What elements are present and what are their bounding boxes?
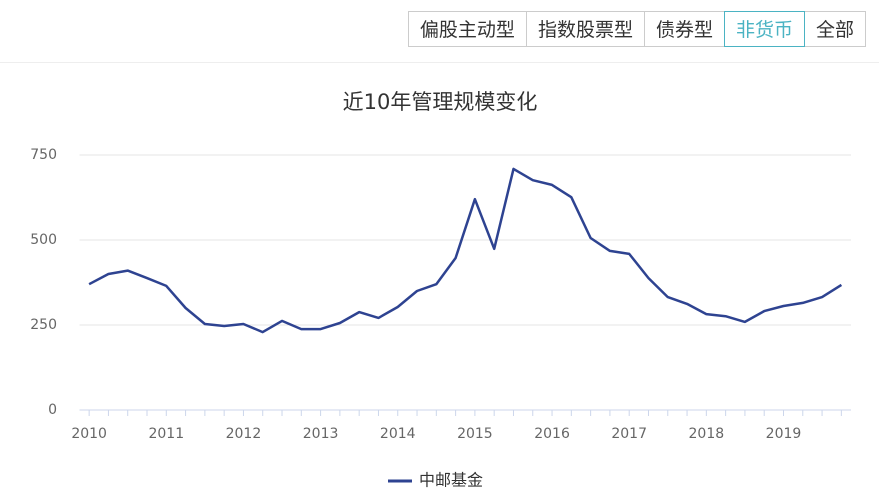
y-tick-label: 250 xyxy=(30,317,57,333)
x-tick-label: 2013 xyxy=(303,426,339,442)
tab[interactable]: 债券型 xyxy=(643,11,725,47)
x-tick-label: 2016 xyxy=(534,426,570,442)
x-tick-label: 2019 xyxy=(766,426,802,442)
line xyxy=(88,167,843,334)
x-tick-label: 2011 xyxy=(148,426,184,442)
y-tick-label: 500 xyxy=(30,232,57,248)
x-tick-label: 2015 xyxy=(457,426,493,442)
tab[interactable]: 偏股主动型 xyxy=(407,11,527,47)
divider xyxy=(0,62,879,63)
x-tick-label: 2017 xyxy=(611,426,647,442)
x-tick-label: 2012 xyxy=(226,426,262,442)
y-tick-label: 750 xyxy=(30,147,57,163)
x-tick-label: 2018 xyxy=(689,426,725,442)
tab-bar: 偏股主动型 指数股票型 债券型 非货币 全部 xyxy=(407,11,866,47)
y-tick-label: 0 xyxy=(48,402,57,418)
chart-title: 近10年管理规模变化 xyxy=(343,90,538,114)
tab[interactable]: 非货币 xyxy=(723,11,805,47)
x-tick-label: 2014 xyxy=(380,426,416,442)
x-tick-label: 2010 xyxy=(71,426,107,442)
tab[interactable]: 全部 xyxy=(803,11,866,47)
tab[interactable]: 指数股票型 xyxy=(525,11,645,47)
legend-label: 中邮基金 xyxy=(419,471,483,490)
